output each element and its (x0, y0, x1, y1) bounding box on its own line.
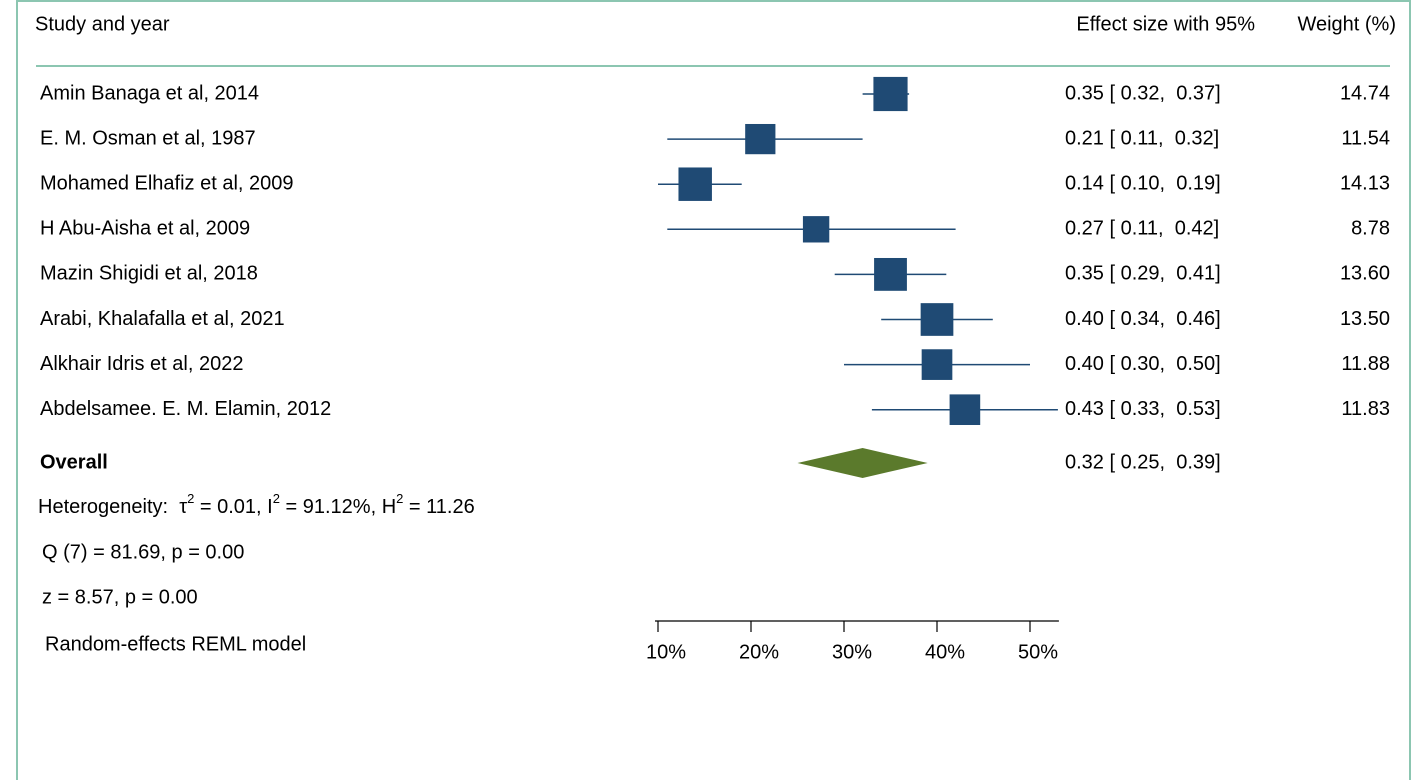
weight-label: 13.60 (1340, 263, 1390, 285)
study-label: Mazin Shigidi et al, 2018 (40, 263, 258, 285)
header-weight: Weight (%) (1297, 13, 1396, 35)
effect-label: 0.40 [ 0.34, 0.46] (1065, 308, 1221, 330)
heterogeneity-part: = 11.26 (403, 496, 474, 518)
weight-label: 14.74 (1340, 82, 1390, 104)
study-label: Mohamed Elhafiz et al, 2009 (40, 172, 294, 194)
study-label: H Abu-Aisha et al, 2009 (40, 218, 250, 240)
effect-label: 0.43 [ 0.33, 0.53] (1065, 398, 1221, 420)
weight-label: 13.50 (1340, 308, 1390, 330)
x-tick-label: 10% (646, 641, 686, 663)
effect-label: 0.40 [ 0.30, 0.50] (1065, 353, 1221, 375)
effect-square (802, 216, 830, 243)
study-label: Amin Banaga et al, 2014 (40, 82, 259, 104)
weight-label: 11.83 (1341, 398, 1390, 420)
note: Q (7) = 81.69, p = 0.00 (42, 541, 244, 563)
weight-label: 14.13 (1340, 172, 1390, 194)
effect-square (921, 349, 953, 380)
study-label: Alkhair Idris et al, 2022 (40, 353, 243, 375)
superscript: 2 (396, 491, 403, 506)
x-tick-label: 20% (739, 641, 779, 663)
weight-label: 8.78 (1351, 218, 1390, 240)
weight-label: 11.54 (1341, 127, 1390, 149)
effect-label: 0.21 [ 0.11, 0.32] (1065, 127, 1219, 149)
study-label: Abdelsamee. E. M. Elamin, 2012 (40, 398, 331, 420)
heterogeneity: Heterogeneity: τ2 = 0.01, I2 = 91.12%, H… (38, 491, 475, 518)
effect-square (874, 257, 907, 291)
header-study: Study and year (35, 13, 170, 35)
effect-square (678, 167, 712, 201)
x-tick-label: 40% (925, 641, 965, 663)
effect-label: 0.35 [ 0.29, 0.41] (1065, 263, 1221, 285)
header-effect: Effect size with 95% (1076, 13, 1255, 35)
effect-square (745, 123, 776, 155)
effect-label: 0.27 [ 0.11, 0.42] (1065, 218, 1219, 240)
overall-effect-label: 0.32 [ 0.25, 0.39] (1065, 451, 1221, 473)
superscript: 2 (187, 491, 194, 506)
effect-square (873, 76, 908, 112)
overall-label: Overall (40, 451, 108, 473)
superscript: 2 (273, 491, 280, 506)
weight-label: 11.88 (1341, 353, 1390, 375)
heterogeneity-part: Heterogeneity: τ (38, 496, 187, 518)
effect-label: 0.35 [ 0.32, 0.37] (1065, 82, 1221, 104)
effect-label: 0.14 [ 0.10, 0.19] (1065, 172, 1221, 194)
note: Random-effects REML model (45, 633, 306, 655)
frame (16, 0, 1411, 780)
overall-diamond (797, 448, 928, 478)
study-label: E. M. Osman et al, 1987 (40, 127, 256, 149)
x-tick-label: 50% (1018, 641, 1058, 663)
heterogeneity-part: = 91.12%, H (280, 496, 396, 518)
heterogeneity-part: = 0.01, I (194, 496, 272, 518)
effect-square (920, 303, 954, 336)
note: z = 8.57, p = 0.00 (42, 586, 198, 608)
study-label: Arabi, Khalafalla et al, 2021 (40, 308, 285, 330)
x-tick-label: 30% (832, 641, 872, 663)
effect-square (949, 394, 981, 426)
